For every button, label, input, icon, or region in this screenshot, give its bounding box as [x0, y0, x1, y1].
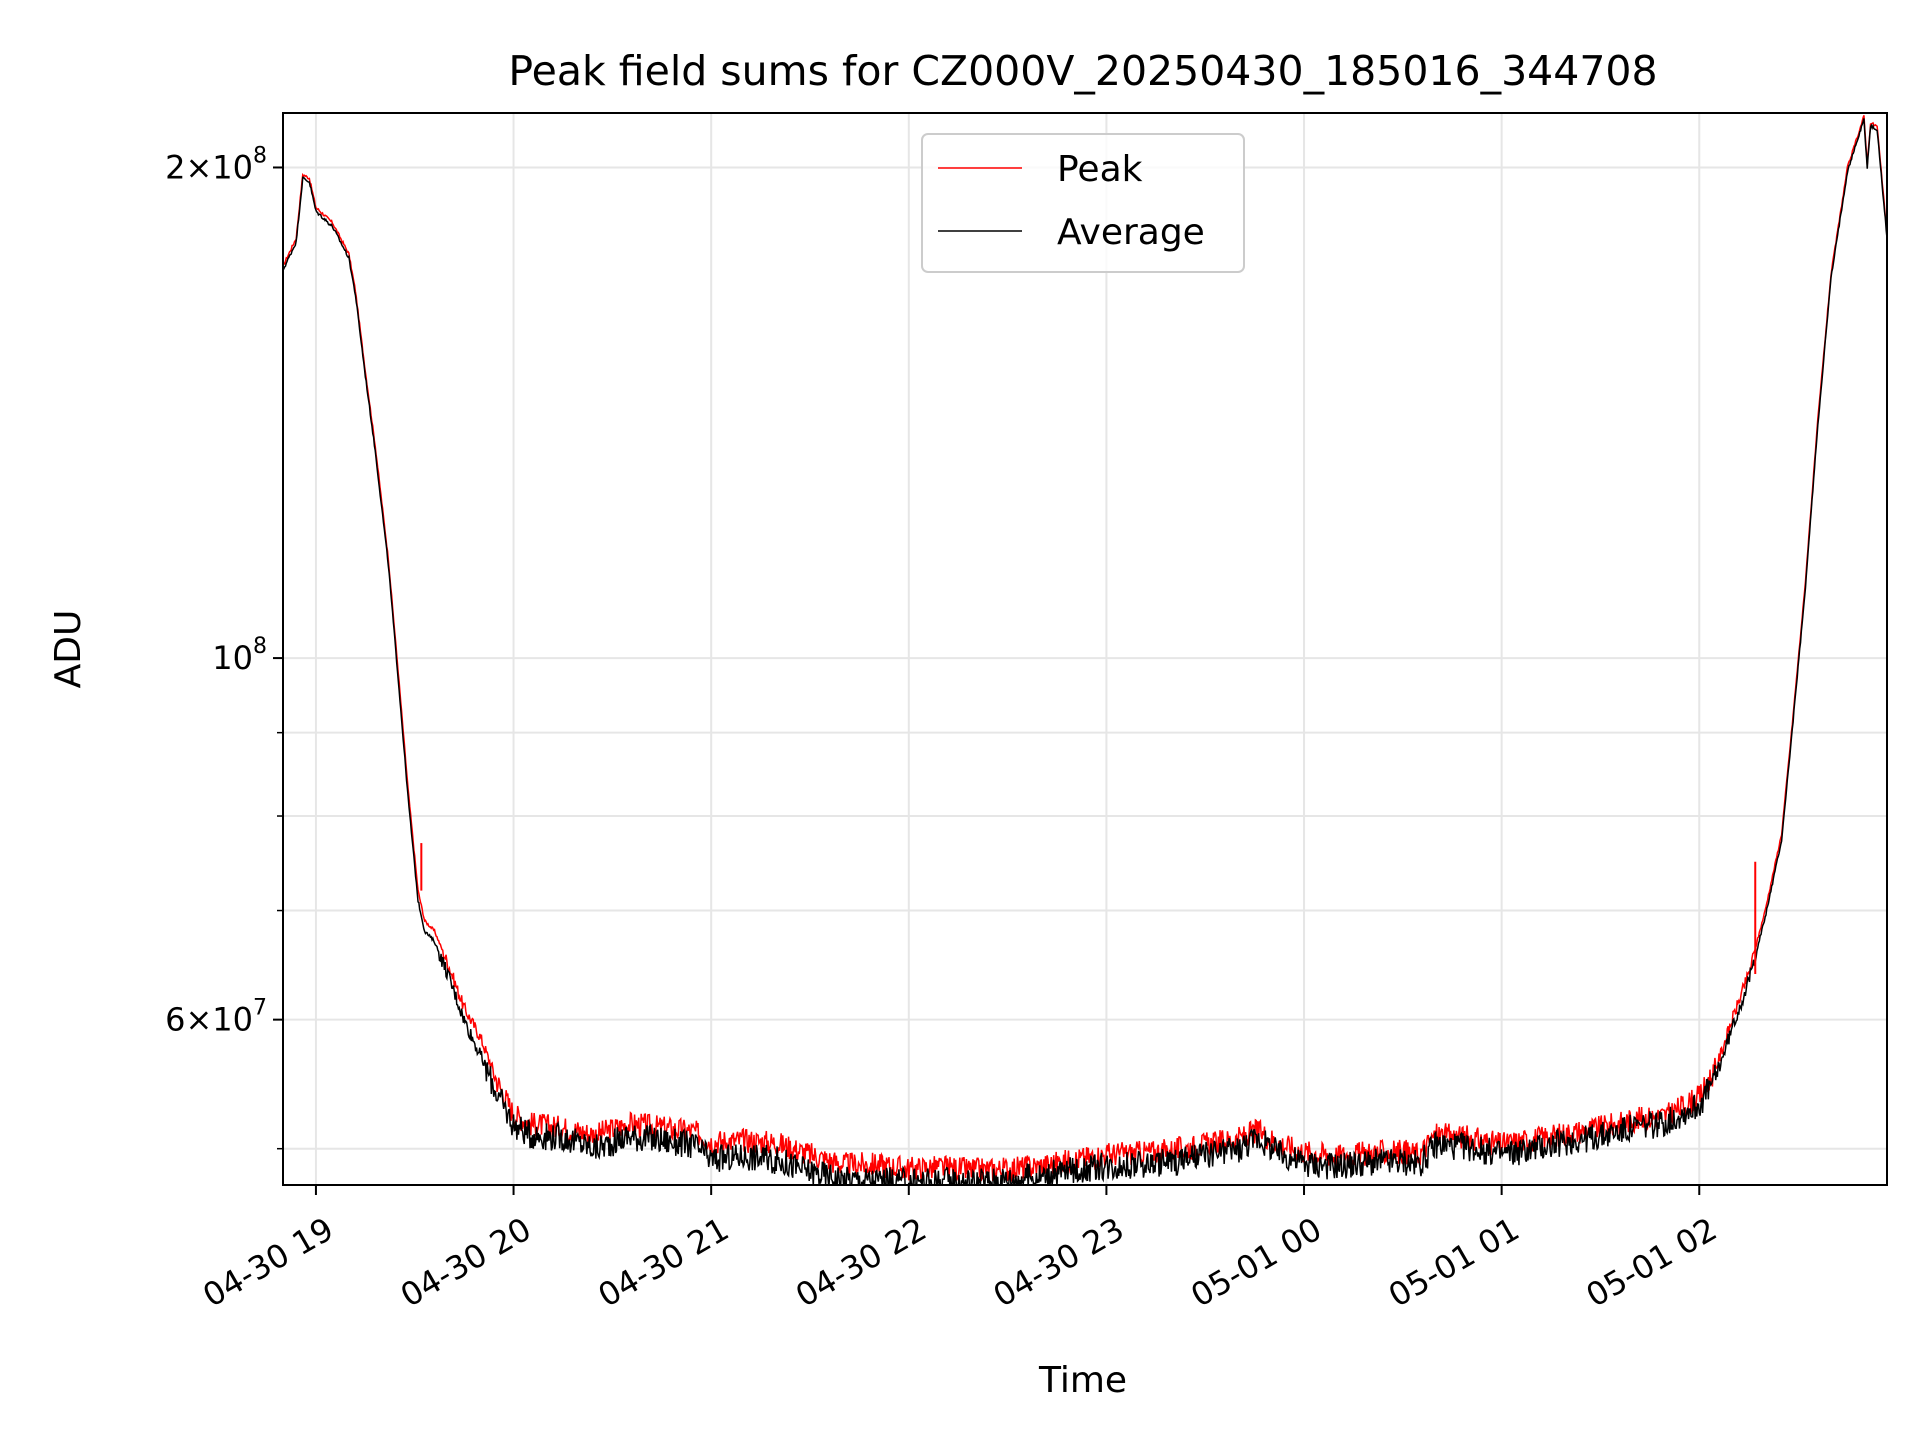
y-tick-label: 2×108 [165, 143, 267, 186]
legend-label-average: Average [1057, 212, 1205, 253]
grid [283, 113, 1887, 1185]
series-line-average [283, 118, 1887, 1185]
x-axis-label: Time [1038, 1360, 1127, 1401]
series-layer [283, 115, 1887, 1185]
y-tick-label: 6×107 [165, 996, 267, 1039]
y-tick-exponent: 8 [253, 634, 267, 659]
y-tick-base: 2×10 [165, 148, 253, 186]
legend-label-peak: Peak [1057, 149, 1143, 190]
y-tick-base: 10 [212, 639, 253, 677]
chart-title: Peak field sums for CZ000V_20250430_1850… [508, 47, 1657, 95]
legend: Peak Average [921, 133, 1245, 273]
y-axis-label: ADU [48, 610, 89, 689]
y-tick-label: 108 [212, 634, 267, 677]
y-tick-base: 6×10 [165, 1001, 253, 1039]
y-tick-exponent: 7 [253, 996, 267, 1021]
plot-frame [282, 112, 1888, 1186]
y-tick-exponent: 8 [253, 143, 267, 168]
